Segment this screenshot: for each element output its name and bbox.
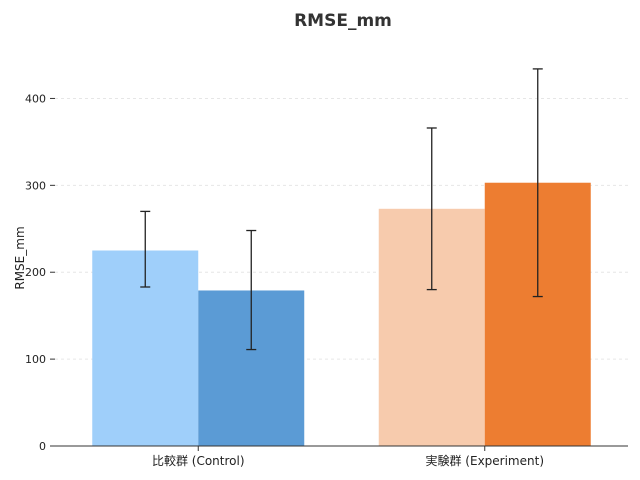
y-axis-label: RMSE_mm xyxy=(13,226,27,289)
chart-title: RMSE_mm xyxy=(294,11,392,31)
axis-layer: 0 100 200 300 400 比較群 (Control) 実験群 (Experimen… xyxy=(25,92,628,468)
error-bar xyxy=(532,68,543,298)
x-tick-label: 比較群 (Control) xyxy=(152,453,245,468)
y-tick-label: 400 xyxy=(25,92,46,105)
error-bar xyxy=(246,229,257,351)
error-bar xyxy=(426,127,437,291)
y-tick-label: 0 xyxy=(39,440,46,453)
error-bar-layer xyxy=(140,68,543,351)
x-tick-label: 実験群 (Experiment) xyxy=(425,453,544,468)
y-tick-label: 100 xyxy=(25,353,46,366)
bar-layer xyxy=(92,182,591,446)
error-bar xyxy=(140,210,151,288)
y-tick-label: 300 xyxy=(25,179,46,192)
y-tick-label: 200 xyxy=(25,266,46,279)
